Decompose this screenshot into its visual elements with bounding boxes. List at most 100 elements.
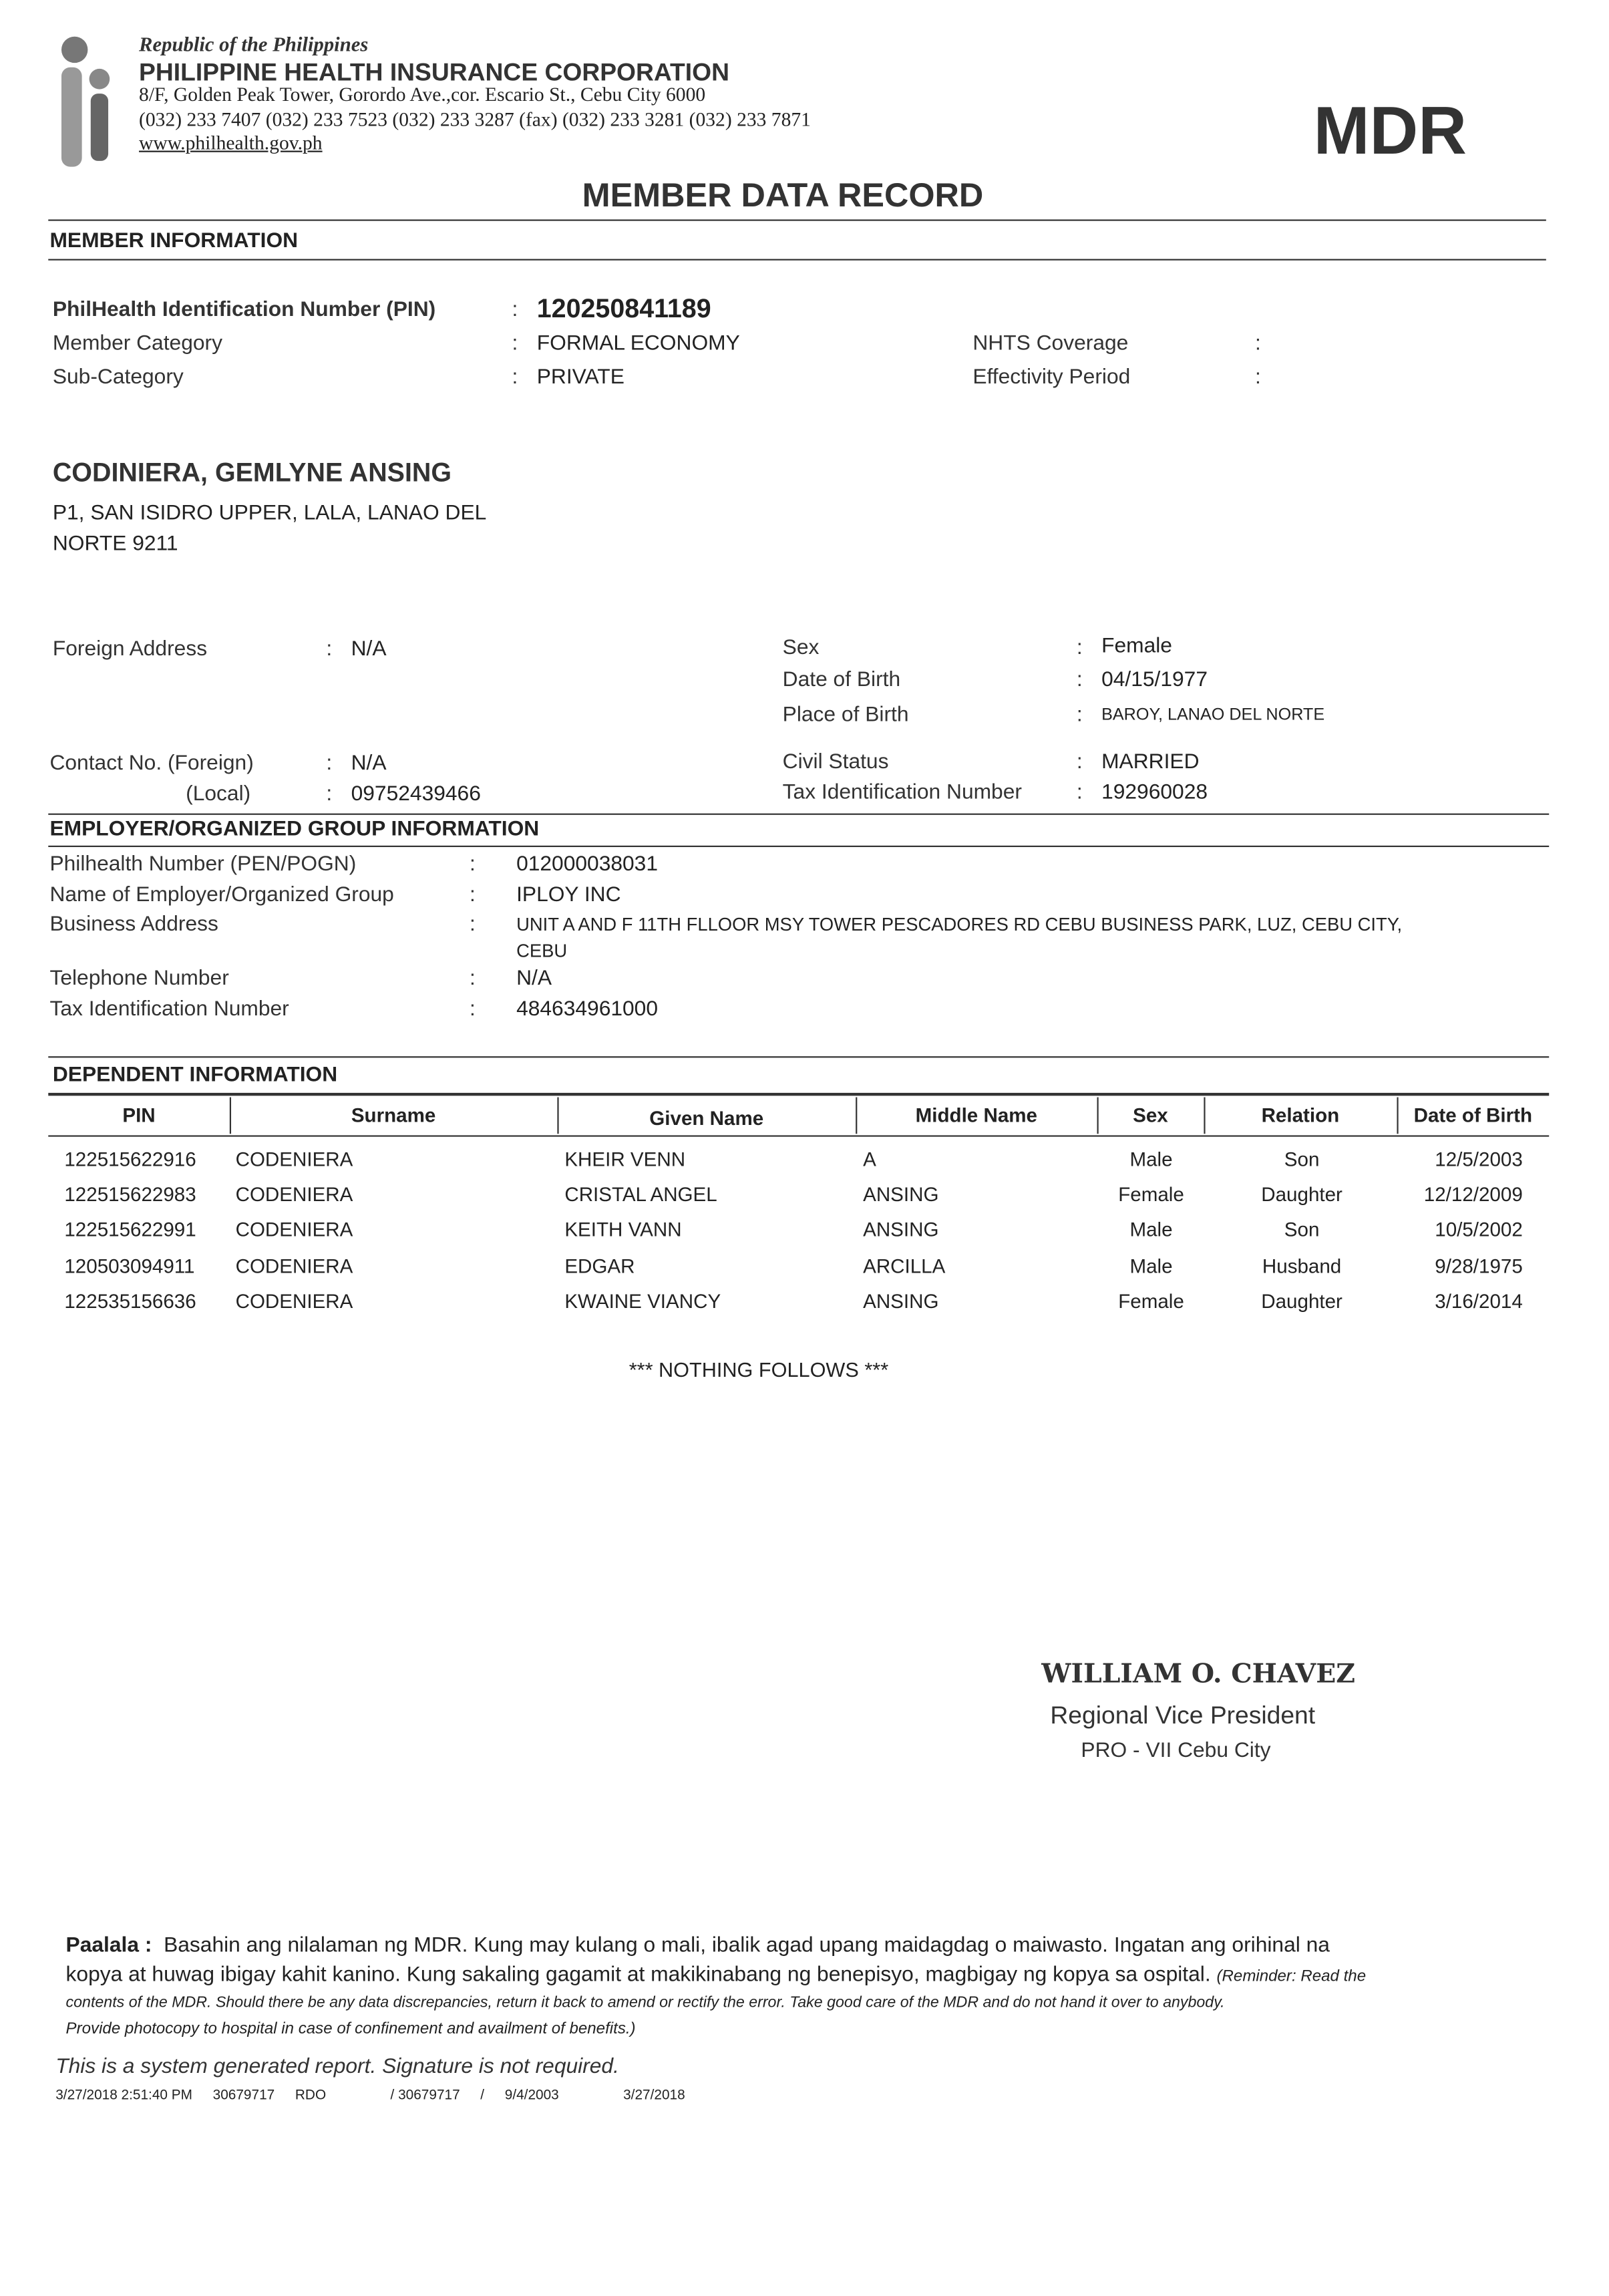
meta-separator: / [480,2088,485,2104]
employer-tin-label: Tax Identification Number [49,997,289,1021]
website-link[interactable]: www.philhealth.gov.ph [139,132,323,154]
cell-dob: 12/12/2009 [1423,1184,1523,1206]
cell-relation: Son [1284,1219,1320,1241]
cell-relation: Son [1284,1148,1320,1170]
org-address: 8/F, Golden Peak Tower, Gorordo Ave.,cor… [139,83,706,106]
org-name: PHILIPPINE HEALTH INSURANCE CORPORATION [139,58,729,87]
effectivity-label: Effectivity Period [972,365,1131,389]
contact-local-label: (Local) [186,782,251,806]
meta-date: 9/4/2003 [504,2088,559,2104]
pen-label: Philhealth Number (PEN/POGN) [49,852,357,876]
column-header-surname: Surname [351,1104,436,1127]
employer-name-value: IPLOY INC [516,883,621,907]
column-header-middle-name: Middle Name [915,1104,1038,1127]
member-tin-value: 192960028 [1101,781,1208,805]
member-address-line1: P1, SAN ISIDRO UPPER, LALA, LANAO DEL [52,502,487,526]
nothing-follows: *** NOTHING FOLLOWS *** [629,1357,889,1381]
dob-label: Date of Birth [782,668,901,692]
divider [48,259,1546,261]
contact-foreign-label: Contact No. (Foreign) [49,752,254,776]
meta-user-id: 30679717 [212,2088,275,2104]
org-phones: (032) 233 7407 (032) 233 7523 (032) 233 … [139,108,811,130]
paalala-line1-row: Paalala : Basahin ang nilalaman ng MDR. … [66,1934,1330,1957]
category-value: FORMAL ECONOMY [536,332,740,356]
philhealth-logo [61,36,110,167]
cell-surname: CODENIERA [235,1255,353,1277]
meta-user-id-2: / 30679717 [390,2088,460,2104]
pob-value: BAROY, LANAO DEL NORTE [1101,706,1325,725]
paalala-line1: Basahin ang nilalaman ng MDR. Kung may k… [164,1934,1330,1958]
contact-foreign-value: N/A [351,752,387,776]
cell-pin: 122535156636 [64,1290,196,1312]
divider [48,813,1550,815]
cell-pin: 122515622983 [64,1184,196,1206]
mdr-badge: MDR [1313,92,1467,168]
paalala-line2-row: kopya at huwag ibigay kahit kanino. Kung… [66,1963,1367,1987]
column-header-relation: Relation [1261,1104,1340,1127]
meta-rdo: RDO [295,2088,327,2104]
cell-given-name: EDGAR [564,1255,635,1277]
section-employer-information: EMPLOYER/ORGANIZED GROUP INFORMATION [49,818,540,842]
table-top-border [48,1092,1550,1096]
cell-dob: 9/28/1975 [1435,1255,1523,1277]
cell-dob: 10/5/2002 [1435,1219,1523,1241]
signatory-title: Regional Vice President [1050,1701,1316,1730]
signatory-office: PRO - VII Cebu City [1081,1739,1271,1763]
meta-row: 3/27/2018 2:51:40 PM 30679717 RDO / 3067… [55,2088,685,2104]
cell-given-name: KEITH VANN [564,1219,682,1241]
pen-value: 012000038031 [516,852,659,876]
column-header-dob: Date of Birth [1413,1104,1533,1127]
cell-relation: Daughter [1261,1290,1343,1312]
cell-middle-name: ANSING [863,1184,939,1206]
subcategory-label: Sub-Category [52,365,184,389]
cell-dob: 3/16/2014 [1435,1290,1523,1312]
cell-surname: CODENIERA [235,1148,353,1170]
cell-surname: CODENIERA [235,1184,353,1206]
cell-middle-name: ARCILLA [863,1255,946,1277]
pob-label: Place of Birth [782,703,909,727]
foreign-address-value: N/A [351,637,387,661]
nhts-label: NHTS Coverage [972,332,1129,356]
divider [48,219,1546,221]
column-header-given-name: Given Name [649,1107,764,1130]
meta-timestamp: 3/27/2018 2:51:40 PM [55,2088,192,2104]
cell-sex: Male [1129,1255,1173,1277]
dob-value: 04/15/1977 [1101,668,1208,692]
column-header-sex: Sex [1133,1104,1168,1127]
cell-surname: CODENIERA [235,1290,353,1312]
cell-middle-name: ANSING [863,1290,939,1312]
business-address-line1: UNIT A AND F 11TH FLLOOR MSY TOWER PESCA… [516,914,1403,935]
member-name: CODINIERA, GEMLYNE ANSING [52,458,452,488]
sex-value: Female [1101,635,1172,659]
system-generated-note: This is a system generated report. Signa… [55,2055,619,2079]
category-label: Member Category [52,332,222,356]
cell-given-name: CRISTAL ANGEL [564,1184,717,1206]
subcategory-value: PRIVATE [536,365,624,389]
republic-text: Republic of the Philippines [139,35,369,57]
divider [48,845,1550,848]
cell-pin: 122515622991 [64,1219,196,1241]
cell-given-name: KHEIR VENN [564,1148,686,1170]
telephone-label: Telephone Number [49,967,229,991]
signatory-name: WILLIAM O. CHAVEZ [1041,1659,1356,1690]
pin-value: 120250841189 [536,294,711,323]
employer-tin-value: 484634961000 [516,997,659,1021]
reminder-line1: (Reminder: Read the [1216,1967,1367,1985]
contact-local-value: 09752439466 [351,782,481,806]
reminder-line3: Provide photocopy to hospital in case of… [65,2020,636,2038]
civil-status-label: Civil Status [782,750,889,774]
paalala-line2: kopya at huwag ibigay kahit kanino. Kung… [65,1963,1211,1987]
section-member-information: MEMBER INFORMATION [49,229,299,253]
paalala-label: Paalala : [65,1934,152,1958]
cell-sex: Female [1118,1184,1184,1206]
cell-relation: Daughter [1261,1184,1343,1206]
employer-name-label: Name of Employer/Organized Group [49,883,394,907]
cell-middle-name: ANSING [863,1219,939,1241]
cell-sex: Male [1129,1219,1173,1241]
telephone-value: N/A [516,967,552,991]
meta-print-date: 3/27/2018 [623,2088,685,2104]
cell-dob: 12/5/2003 [1435,1148,1523,1170]
business-address-line2: CEBU [516,941,568,961]
cell-sex: Male [1129,1148,1173,1170]
